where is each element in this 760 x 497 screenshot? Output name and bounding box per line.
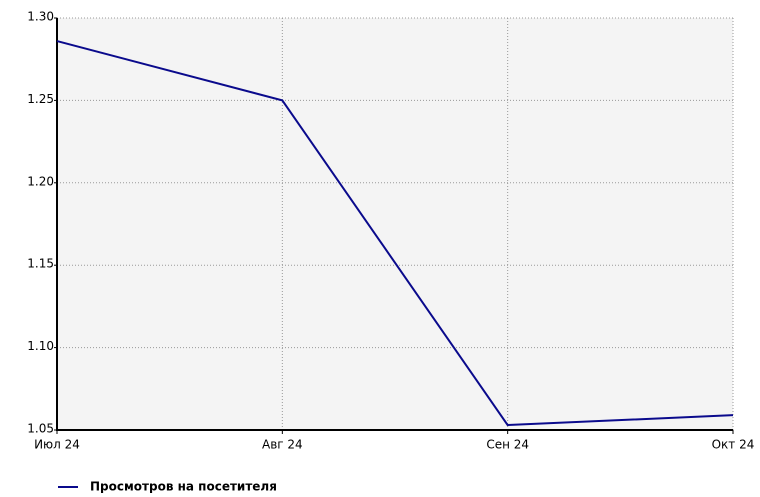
x-tick-label: Окт 24 [712,438,755,452]
plot-area [57,18,733,430]
legend-label: Просмотров на посетителя [90,480,277,494]
y-tick-label: 1.25 [27,92,54,106]
x-tick-label: Авг 24 [262,438,303,452]
y-tick-label: 1.10 [27,339,54,353]
y-tick-label: 1.15 [27,257,54,271]
y-tick-label: 1.30 [27,10,54,24]
y-tick-label: 1.05 [27,422,54,436]
y-tick-label: 1.20 [27,174,54,188]
series-line [56,40,734,427]
x-tick-label: Июл 24 [34,438,80,452]
x-tick-label: Сен 24 [486,438,529,452]
